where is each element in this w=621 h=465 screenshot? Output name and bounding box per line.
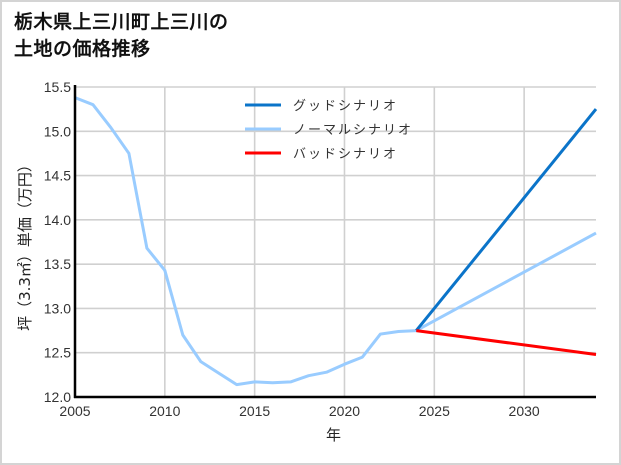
y-tick-label: 15.0 — [44, 123, 71, 139]
y-tick-label: 14.0 — [44, 212, 71, 228]
y-tick-label: 13.0 — [44, 300, 71, 316]
data-series — [74, 96, 598, 387]
x-tick-label: 2030 — [509, 403, 540, 419]
legend-label: グッドシナリオ — [293, 99, 398, 114]
chart-title-line1: 栃木県上三川町上三川の — [14, 11, 229, 33]
x-tick-label: 2025 — [419, 403, 450, 419]
y-tick-label: 13.5 — [44, 256, 71, 272]
x-axis-label: 年 — [326, 426, 341, 444]
series-line-1 — [74, 96, 597, 387]
x-tick-label: 2010 — [149, 403, 180, 419]
y-tick-labels: 12.0 12.5 13.0 13.5 14.0 14.5 15.0 15.5 — [44, 79, 71, 405]
legend-label: ノーマルシナリオ — [293, 123, 413, 138]
x-tick-label: 2005 — [59, 403, 90, 419]
x-tick-label: 2020 — [329, 403, 360, 419]
x-tick-label: 2015 — [239, 403, 270, 419]
axes — [73, 85, 596, 399]
series-line-0 — [415, 108, 598, 332]
chart-title-line2: 土地の価格推移 — [14, 38, 151, 60]
y-tick-label: 15.5 — [44, 79, 71, 95]
legend-label: バッドシナリオ — [293, 147, 398, 162]
y-tick-label: 12.0 — [44, 389, 71, 405]
chart-title: 栃木県上三川町上三川の 土地の価格推移 — [14, 9, 229, 63]
series-line-2 — [416, 329, 597, 356]
y-tick-label: 14.5 — [44, 168, 71, 184]
y-tick-label: 12.5 — [44, 345, 71, 361]
x-tick-labels: 2005 2010 2015 2020 2025 2030 — [59, 403, 539, 419]
y-axis-label: 坪（3.3㎡）単価（万円） — [16, 157, 34, 331]
